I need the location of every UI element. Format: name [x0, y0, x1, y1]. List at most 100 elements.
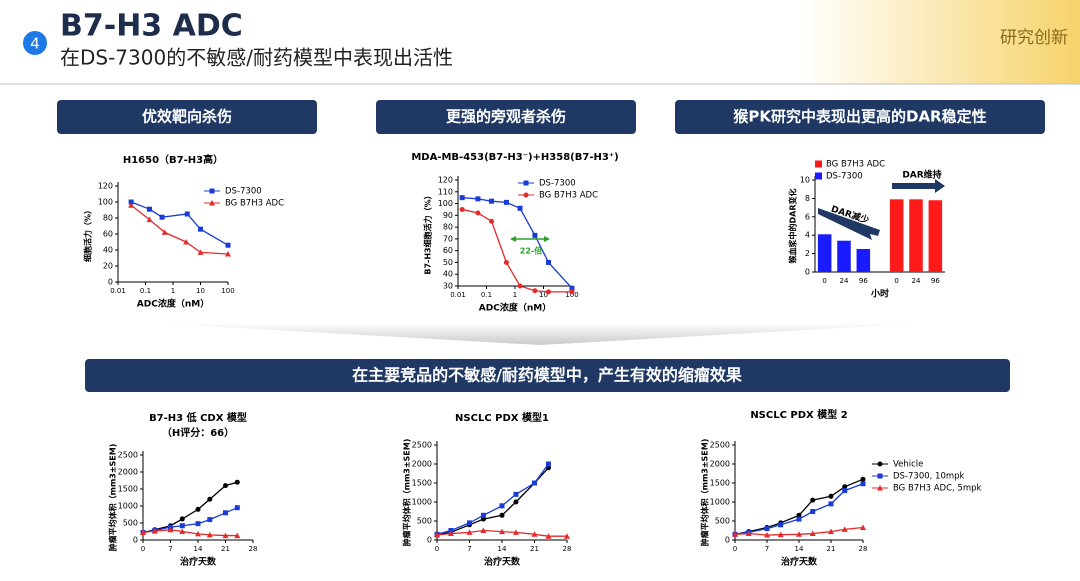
arrow-head — [544, 236, 550, 242]
point — [842, 488, 848, 494]
point — [225, 242, 231, 248]
point — [480, 516, 486, 522]
y-tick-label: 2000 — [412, 460, 432, 469]
bar — [817, 234, 832, 272]
bar — [837, 240, 851, 272]
chart-title: H1650（B7-H3高） — [123, 153, 223, 166]
legend-label: BG B7H3 ADC — [826, 160, 885, 170]
legend-label: BG B7H3 ADC — [539, 191, 598, 201]
legend-label: DS-7300, 10mpk — [893, 472, 965, 482]
point — [489, 218, 495, 224]
y-tick-label: 2500 — [118, 451, 138, 460]
section-title: 优效靶向杀伤 — [142, 108, 232, 126]
y-tick-label: 2500 — [710, 441, 730, 450]
banner: 在主要竞品的不敏感/耐药模型中，产生有效的缩瘤效果 — [352, 366, 742, 385]
legend-label: BG B7H3 ADC — [225, 199, 284, 209]
series-line — [142, 507, 238, 534]
point — [161, 229, 168, 235]
point — [546, 289, 552, 295]
legend-label: DS-7300 — [225, 187, 262, 197]
y-axis-label: 肿瘤平均体积（mm3±SEM) — [402, 439, 412, 547]
y-tick-label: 500 — [123, 519, 138, 528]
y-tick-label: 0 — [427, 536, 432, 545]
x-tick-label: 7 — [765, 545, 769, 553]
point — [796, 512, 802, 518]
point — [184, 211, 190, 217]
point — [523, 180, 529, 186]
section-title: 猴PK研究中表现出更高的DAR稳定性 — [733, 108, 986, 126]
point — [517, 283, 523, 289]
y-tick-label: 100 — [98, 198, 113, 207]
legend-label: DS-7300 — [826, 172, 863, 182]
point — [503, 199, 509, 205]
y-tick-label: 0 — [108, 278, 113, 287]
x-tick-label: 7 — [168, 545, 172, 553]
point — [475, 210, 481, 216]
legend-label: DS-7300 — [539, 179, 576, 189]
y-axis-label: 肿瘤平均体积（mm3±SEM) — [108, 444, 118, 552]
y-tick-label: 40 — [443, 270, 453, 279]
point — [877, 473, 883, 479]
point — [140, 529, 146, 536]
x-tick-label: 0 — [141, 545, 145, 553]
point — [810, 509, 816, 514]
x-tick-label: 14 — [795, 545, 804, 553]
chart-title: NSCLC PDX 模型1 — [455, 411, 549, 424]
y-tick-label: 20 — [103, 262, 113, 271]
point — [828, 501, 834, 507]
point — [503, 259, 509, 265]
point — [842, 484, 848, 490]
x-axis-label: ADC浓度（nM） — [137, 298, 209, 310]
x-tick-label: 10 — [539, 291, 548, 299]
y-tick-label: 60 — [103, 230, 113, 239]
x-axis-label: 治疗天数 — [180, 556, 217, 568]
series-line — [130, 201, 229, 246]
y-tick-label: 0 — [133, 536, 138, 545]
point — [569, 289, 575, 295]
series-line — [130, 204, 229, 255]
x-tick-label: 14 — [498, 545, 507, 553]
y-tick-label: 2500 — [412, 441, 432, 450]
point — [764, 526, 770, 532]
point — [234, 532, 241, 539]
x-axis-label: 小时 — [870, 288, 889, 300]
chart-title: MDA-MB-453(B7-H3⁻)+H358(B7-H3⁺) — [411, 152, 618, 163]
point — [207, 517, 213, 523]
legend-label: BG B7H3 ADC, 5mpk — [893, 484, 981, 494]
x-tick-label: 1 — [171, 287, 175, 295]
banner-box — [85, 359, 1010, 392]
point — [545, 533, 552, 539]
point — [480, 527, 487, 533]
point — [179, 516, 185, 522]
x-tick-label: 24 — [840, 277, 849, 285]
y-tick-label: 1000 — [412, 498, 432, 507]
point — [448, 528, 454, 533]
x-tick-label: 100 — [221, 287, 234, 295]
point — [183, 239, 190, 245]
point — [222, 532, 229, 539]
point — [147, 206, 153, 212]
x-tick-label: 100 — [565, 291, 578, 299]
x-tick-label: 28 — [249, 545, 258, 553]
y-tick-label: 0 — [805, 268, 810, 277]
x-tick-label: 96 — [931, 277, 940, 285]
point — [159, 214, 165, 220]
y-tick-label: 30 — [443, 282, 453, 291]
y-tick-label: 4 — [805, 231, 810, 240]
x-tick-label: 0 — [822, 277, 826, 285]
point — [513, 491, 519, 497]
y-tick-label: 120 — [438, 176, 453, 185]
point — [467, 520, 472, 526]
series-line — [142, 481, 238, 534]
point — [732, 531, 738, 537]
x-tick-label: 28 — [563, 545, 572, 553]
y-tick-label: 8 — [805, 194, 810, 203]
legend-swatch — [815, 172, 822, 180]
y-tick-label: 0 — [725, 536, 730, 545]
point — [447, 530, 454, 537]
y-tick-label: 1000 — [710, 498, 730, 507]
point — [128, 202, 135, 208]
y-tick-label: 2000 — [710, 460, 730, 469]
point — [777, 531, 784, 538]
